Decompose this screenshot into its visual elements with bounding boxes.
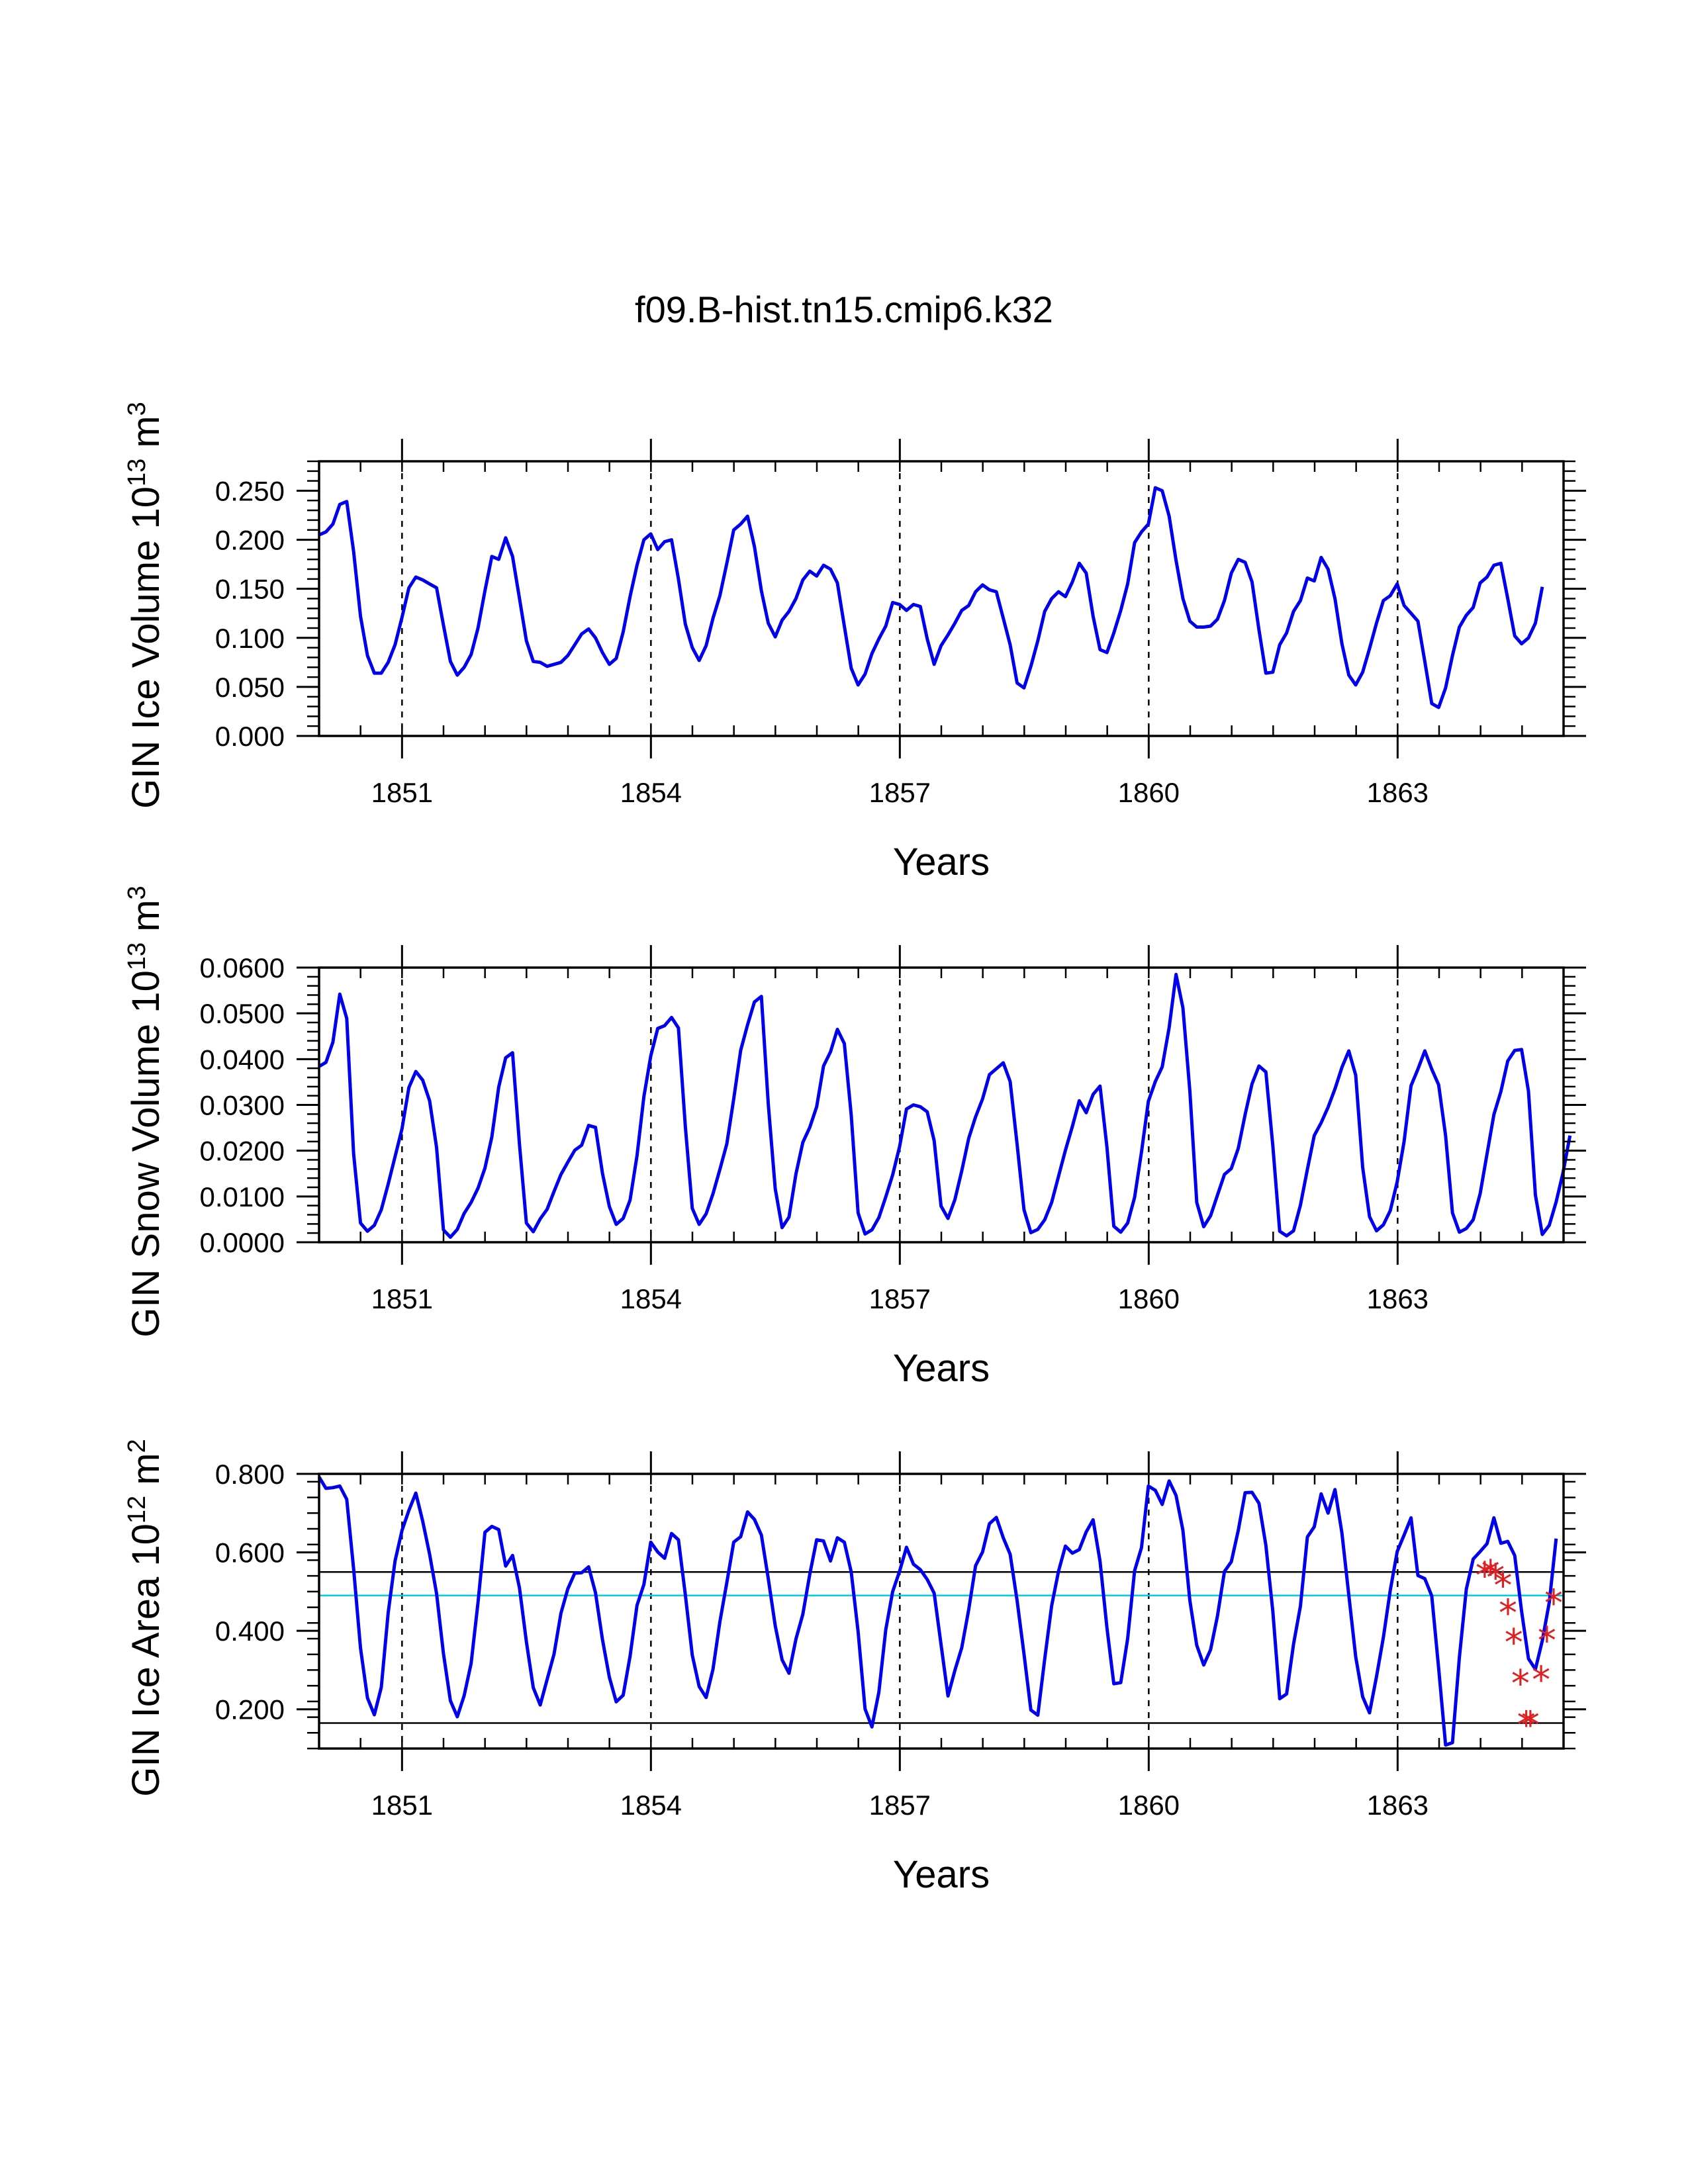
y-axis-title-part: m bbox=[124, 899, 167, 942]
y-axis-title-part: GIN Snow Volume 10 bbox=[124, 970, 167, 1338]
marker-point: * bbox=[1494, 1565, 1513, 1608]
y-tick-label: 0.150 bbox=[215, 574, 285, 605]
y-tick-label: 0.0300 bbox=[200, 1090, 285, 1121]
x-tick-label: 1851 bbox=[371, 1283, 433, 1314]
x-tick-label: 1863 bbox=[1367, 777, 1429, 808]
y-tick-label: 0.200 bbox=[215, 1694, 285, 1725]
series-line bbox=[318, 972, 1572, 1239]
marker-point: * bbox=[1521, 1704, 1540, 1747]
y-tick-label: 0.250 bbox=[215, 475, 285, 506]
y-tick-label: 0.600 bbox=[215, 1537, 285, 1569]
series-line bbox=[317, 1476, 1558, 1747]
x-tick-label: 1854 bbox=[620, 777, 682, 808]
y-tick-label: 0.050 bbox=[215, 672, 285, 703]
y-axis-title-part: GIN Ice Volume 10 bbox=[124, 486, 167, 809]
y-tick-label: 0.200 bbox=[215, 525, 285, 556]
series-line bbox=[318, 486, 1544, 709]
x-tick-label: 1857 bbox=[869, 1283, 931, 1314]
y-tick-label: 0.0500 bbox=[200, 998, 285, 1029]
y-tick-label: 0.0000 bbox=[200, 1227, 285, 1258]
plot-frame bbox=[318, 1473, 1565, 1750]
y-tick-label: 0.800 bbox=[215, 1459, 285, 1490]
y-axis-title-superscript: 2 bbox=[123, 1439, 151, 1453]
chart-panel-snow-volume: 1851 1854 1857 1860 1863 0.0000 0.0100 0.0200 0.… bbox=[123, 886, 1586, 1390]
y-axis-title: GIN Snow Volume 1013 m3 bbox=[123, 886, 167, 1337]
x-tick-label: 1851 bbox=[371, 1790, 433, 1821]
marker-point: * bbox=[1538, 1619, 1556, 1662]
x-tick-label: 1854 bbox=[620, 1283, 682, 1314]
marker-point: * bbox=[1505, 1621, 1523, 1664]
marker-point: * bbox=[1517, 1704, 1536, 1747]
x-axis-title: Years bbox=[893, 1853, 990, 1896]
y-axis-title: GIN Ice Area 1012 m2 bbox=[123, 1439, 167, 1797]
page-title: f09.B-hist.tn15.cmip6.k32 bbox=[635, 289, 1053, 330]
y-axis-title-superscript: 3 bbox=[123, 402, 151, 416]
x-tick-label: 1860 bbox=[1118, 1283, 1180, 1314]
y-axis-title: GIN Ice Volume 1013 m3 bbox=[123, 402, 167, 809]
y-axis-title-part: GIN Ice Area 10 bbox=[124, 1524, 167, 1797]
y-tick-label: 0.000 bbox=[215, 721, 285, 752]
y-tick-label: 0.0200 bbox=[200, 1136, 285, 1167]
marker-point: * bbox=[1486, 1557, 1505, 1600]
chart-panel-ice-area: ************1851 1854 1857 1860 18630.2000.4… bbox=[123, 1439, 1586, 1896]
x-tick-label: 1851 bbox=[371, 777, 433, 808]
x-axis-title: Years bbox=[893, 1347, 990, 1390]
marker-point: * bbox=[1511, 1662, 1530, 1706]
y-axis-title-superscript: 13 bbox=[123, 459, 151, 486]
y-tick-label: 0.100 bbox=[215, 623, 285, 654]
chart-panel-ice-volume: 1851 1854 1857 1860 1863 0.000 0.050 0.100 0.150… bbox=[123, 402, 1586, 884]
marker-point: * bbox=[1481, 1553, 1500, 1596]
x-tick-label: 1860 bbox=[1118, 777, 1180, 808]
marker-point: * bbox=[1532, 1659, 1550, 1702]
marker-point: * bbox=[1544, 1582, 1563, 1625]
y-axis-title-part: m bbox=[124, 1453, 167, 1495]
marker-point: * bbox=[1499, 1592, 1517, 1635]
y-tick-label: 0.0400 bbox=[200, 1044, 285, 1075]
marker-point: * bbox=[1476, 1555, 1494, 1598]
x-tick-label: 1857 bbox=[869, 777, 931, 808]
y-tick-label: 0.0100 bbox=[200, 1181, 285, 1212]
x-tick-label: 1863 bbox=[1367, 1790, 1429, 1821]
x-tick-label: 1863 bbox=[1367, 1283, 1429, 1314]
y-tick-label: 0.0600 bbox=[200, 952, 285, 983]
y-axis-title-superscript: 13 bbox=[123, 942, 151, 970]
y-axis-title-superscript: 3 bbox=[123, 886, 151, 899]
y-axis-title-superscript: 12 bbox=[123, 1496, 151, 1524]
x-tick-label: 1854 bbox=[620, 1790, 682, 1821]
x-axis-title: Years bbox=[893, 841, 990, 884]
x-tick-label: 1860 bbox=[1118, 1790, 1180, 1821]
plot-frame bbox=[318, 460, 1565, 737]
x-tick-label: 1857 bbox=[869, 1790, 931, 1821]
y-tick-label: 0.400 bbox=[215, 1615, 285, 1647]
y-axis-title-part: m bbox=[124, 416, 167, 458]
